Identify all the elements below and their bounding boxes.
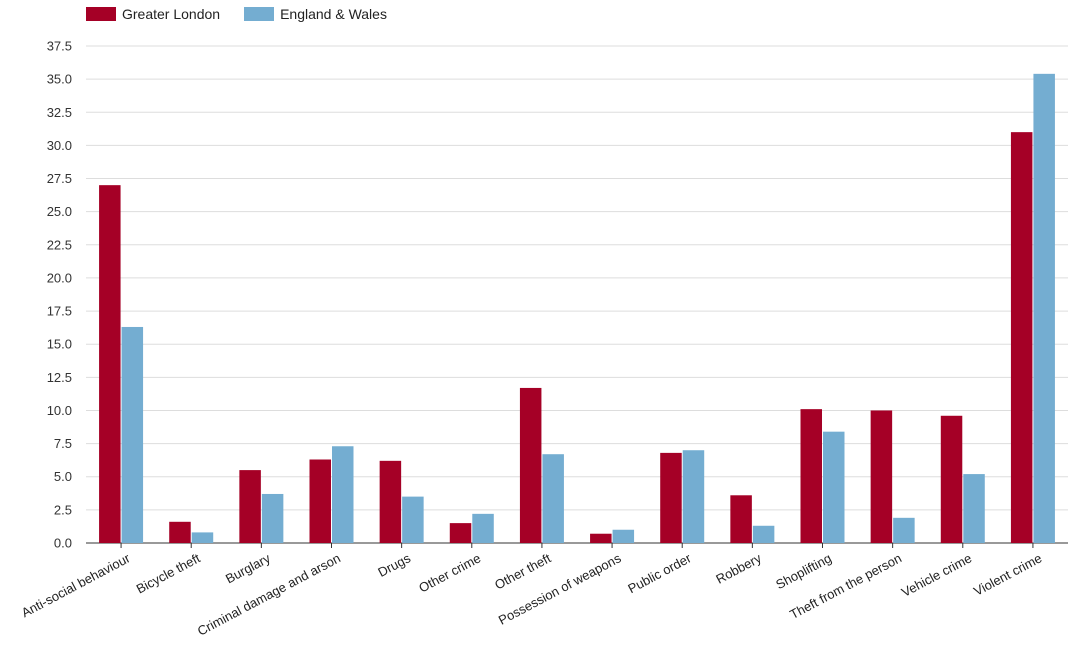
bar-greater-london	[660, 452, 682, 543]
y-tick-label: 35.0	[47, 72, 72, 87]
x-category-label: Vehicle crime	[899, 550, 974, 600]
y-tick-label: 0.0	[54, 536, 72, 551]
x-category-label: Robbery	[713, 550, 764, 587]
legend: Greater London England & Wales	[86, 6, 411, 22]
legend-item-greater-london[interactable]: Greater London	[86, 6, 220, 22]
bar-greater-london	[169, 521, 191, 543]
bar-england-wales	[121, 326, 144, 543]
bar-england-wales	[332, 446, 354, 543]
bar-england-wales	[682, 450, 705, 543]
bar-england-wales	[1033, 73, 1055, 543]
legend-swatch-greater-london	[86, 7, 116, 21]
bar-greater-london	[379, 460, 402, 543]
x-category-label: Shoplifting	[773, 550, 834, 592]
y-tick-label: 10.0	[47, 403, 72, 418]
y-tick-label: 20.0	[47, 270, 72, 285]
bar-england-wales	[823, 431, 845, 543]
bar-greater-london	[730, 495, 752, 543]
bar-greater-london	[449, 523, 472, 543]
bar-england-wales	[402, 496, 424, 543]
x-category-label: Other crime	[416, 550, 483, 595]
y-tick-label: 15.0	[47, 337, 72, 352]
y-tick-label: 7.5	[54, 436, 72, 451]
y-tick-label: 37.5	[47, 39, 72, 54]
y-tick-label: 22.5	[47, 237, 72, 252]
y-tick-label: 12.5	[47, 370, 72, 385]
bar-greater-london	[519, 387, 542, 543]
bar-greater-london	[1010, 132, 1033, 543]
y-tick-label: 27.5	[47, 171, 72, 186]
x-category-label: Bicycle theft	[134, 550, 203, 596]
bar-greater-london	[590, 533, 612, 543]
bar-england-wales	[191, 532, 214, 543]
bar-england-wales	[261, 493, 284, 543]
bar-greater-london	[870, 410, 893, 543]
y-tick-label: 32.5	[47, 105, 72, 120]
x-category-label: Drugs	[375, 550, 413, 580]
x-category-label: Violent crime	[971, 550, 1044, 598]
bar-greater-london	[940, 415, 963, 543]
bar-england-wales	[472, 513, 494, 543]
x-category-label: Anti-social behaviour	[19, 550, 133, 620]
y-tick-label: 30.0	[47, 138, 72, 153]
x-category-label: Public order	[625, 550, 694, 596]
y-tick-label: 25.0	[47, 204, 72, 219]
y-tick-label: 2.5	[54, 502, 72, 517]
bar-greater-london	[309, 459, 331, 543]
legend-label-england-wales: England & Wales	[280, 6, 387, 22]
x-category-label: Other theft	[492, 550, 554, 592]
legend-label-greater-london: Greater London	[122, 6, 221, 22]
bar-greater-london	[99, 185, 121, 543]
bar-england-wales	[612, 529, 635, 543]
legend-item-england-wales[interactable]: England & Wales	[244, 6, 387, 22]
bar-greater-london	[239, 470, 261, 543]
legend-swatch-england-wales	[244, 7, 275, 21]
bar-greater-london	[800, 409, 822, 543]
bar-england-wales	[752, 525, 775, 543]
x-category-label: Burglary	[223, 550, 273, 586]
x-category-label: Possession of weapons	[496, 550, 624, 628]
bar-england-wales	[542, 454, 564, 543]
bar-england-wales	[963, 474, 985, 543]
y-tick-label: 5.0	[54, 469, 72, 484]
bar-england-wales	[893, 517, 915, 543]
y-tick-label: 17.5	[47, 304, 72, 319]
